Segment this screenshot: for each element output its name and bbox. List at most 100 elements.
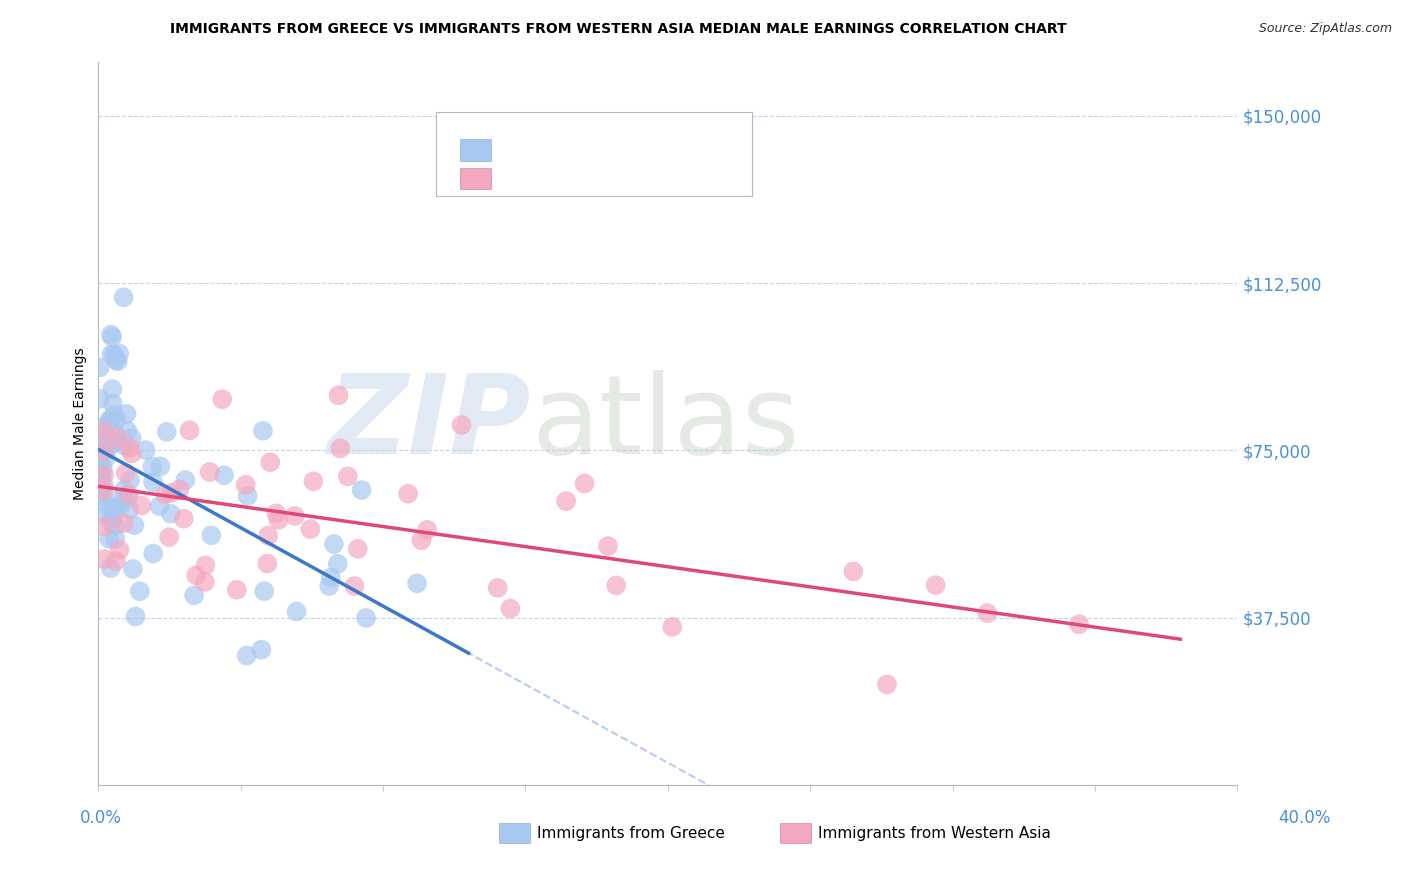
Point	[499, 601, 522, 615]
Point	[605, 578, 627, 592]
Point	[406, 576, 429, 591]
Point	[396, 487, 419, 501]
Point	[235, 478, 257, 492]
Point	[93, 552, 115, 566]
Point	[103, 502, 125, 516]
Point	[107, 431, 129, 445]
Point	[236, 489, 259, 503]
Point	[105, 353, 128, 368]
Point	[93, 478, 115, 492]
Text: N =: N =	[600, 171, 644, 186]
Point	[211, 392, 233, 407]
Point	[91, 461, 114, 475]
Point	[925, 578, 948, 592]
Point	[250, 642, 273, 657]
Point	[347, 541, 370, 556]
Point	[94, 450, 117, 465]
Point	[124, 609, 146, 624]
Point	[100, 347, 122, 361]
Point	[98, 413, 121, 427]
Point	[93, 424, 115, 438]
Point	[101, 382, 124, 396]
Point	[93, 468, 115, 483]
Point	[142, 475, 165, 489]
Point	[93, 519, 115, 533]
Point	[103, 408, 125, 422]
Point	[122, 562, 145, 576]
Point	[194, 575, 217, 590]
Point	[284, 508, 307, 523]
Point	[322, 537, 344, 551]
Point	[141, 459, 163, 474]
Text: Immigrants from Western Asia: Immigrants from Western Asia	[818, 826, 1052, 840]
Text: Immigrants from Greece: Immigrants from Greece	[537, 826, 725, 840]
Point	[328, 388, 350, 402]
Point	[90, 468, 112, 483]
Point	[93, 483, 115, 497]
Point	[160, 486, 183, 500]
Point	[256, 557, 278, 571]
Point	[160, 507, 183, 521]
Point	[354, 611, 377, 625]
Point	[174, 473, 197, 487]
Point	[118, 473, 141, 487]
Text: -0.217: -0.217	[544, 143, 599, 157]
Point	[267, 513, 290, 527]
Point	[93, 490, 115, 504]
Point	[93, 420, 115, 434]
Point	[876, 677, 898, 691]
Point	[200, 528, 222, 542]
Text: R =: R =	[502, 143, 536, 157]
Point	[104, 427, 127, 442]
Point	[184, 568, 207, 582]
Point	[450, 417, 472, 432]
Point	[114, 466, 136, 480]
Point	[156, 425, 179, 439]
Point	[299, 522, 322, 536]
Point	[169, 483, 191, 497]
Point	[100, 516, 122, 530]
Point	[104, 554, 127, 568]
Point	[173, 511, 195, 525]
Point	[97, 441, 120, 455]
Point	[842, 565, 865, 579]
Point	[574, 476, 596, 491]
Point	[411, 533, 433, 548]
Point	[103, 347, 125, 361]
Point	[225, 582, 247, 597]
Text: 40.0%: 40.0%	[1278, 809, 1331, 827]
Point	[89, 485, 111, 500]
Point	[183, 588, 205, 602]
Point	[117, 491, 139, 505]
Point	[98, 532, 121, 546]
Point	[142, 547, 165, 561]
Point	[108, 346, 131, 360]
Point	[121, 446, 143, 460]
Point	[108, 542, 131, 557]
Y-axis label: Median Male Earnings: Median Male Earnings	[73, 347, 87, 500]
Point	[89, 451, 111, 466]
Point	[112, 483, 135, 497]
Point	[318, 579, 340, 593]
Text: Source: ZipAtlas.com: Source: ZipAtlas.com	[1258, 22, 1392, 36]
Point	[96, 431, 118, 445]
Point	[264, 506, 287, 520]
Point	[103, 435, 125, 450]
Text: atlas: atlas	[531, 370, 800, 477]
Point	[259, 455, 281, 469]
Point	[97, 500, 120, 514]
Point	[257, 529, 280, 543]
Point	[112, 290, 135, 304]
Point	[118, 487, 141, 501]
Point	[252, 424, 274, 438]
Point	[90, 468, 112, 483]
Point	[1069, 617, 1091, 632]
Point	[101, 330, 124, 344]
Point	[596, 539, 619, 553]
Point	[104, 518, 127, 533]
Point	[89, 478, 111, 492]
Point	[336, 469, 359, 483]
Point	[93, 444, 115, 458]
Point	[302, 475, 325, 489]
Point	[253, 584, 276, 599]
